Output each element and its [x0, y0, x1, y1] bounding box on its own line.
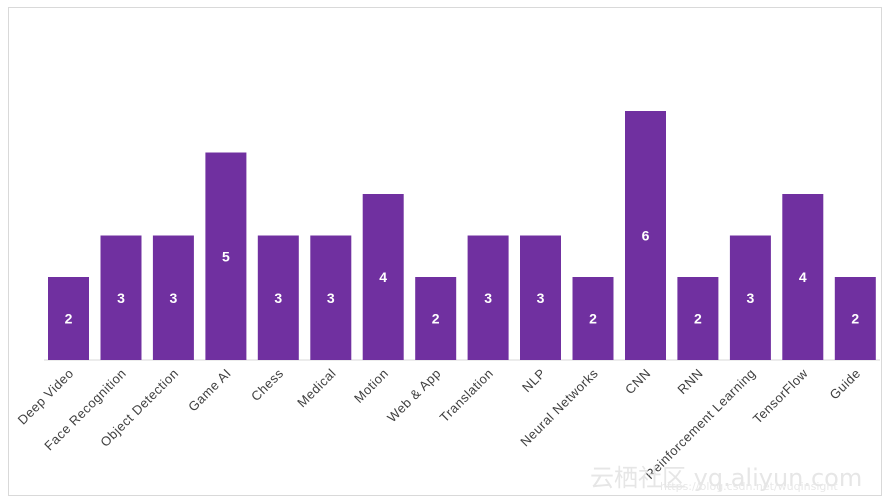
x-tick-label: Motion — [351, 366, 391, 406]
bar-4 — [257, 235, 299, 360]
bar-value-label: 3 — [274, 290, 282, 306]
x-tick-label: Translation — [437, 366, 497, 426]
bar-6 — [362, 194, 404, 360]
bar-8 — [467, 235, 509, 360]
bar-value-label: 6 — [642, 228, 650, 244]
bar-value-label: 3 — [170, 290, 178, 306]
bar-12 — [677, 277, 719, 360]
chart-frame — [8, 7, 882, 496]
bar-3 — [205, 152, 247, 360]
x-tick-label: Guide — [827, 366, 864, 403]
bar-9 — [520, 235, 561, 360]
bar-5 — [310, 235, 352, 360]
bar-7 — [415, 277, 457, 360]
bar-14 — [782, 194, 824, 360]
bar-value-label: 2 — [851, 311, 859, 327]
bar-value-label: 4 — [799, 269, 807, 285]
bar-15 — [834, 277, 876, 360]
bars-layer: 2 3 3 5 3 3 4 2 3 3 2 6 2 3 4 2 — [48, 111, 876, 360]
x-tick-label: NLP — [519, 366, 549, 396]
bar-value-label: 2 — [589, 311, 597, 327]
x-tick-label: Chess — [248, 366, 286, 404]
bar-value-label: 3 — [484, 290, 492, 306]
watermark-text: 云栖社区 yq.aliyun.com — [590, 464, 863, 492]
bar-11 — [625, 111, 666, 360]
x-tick-label: CNN — [622, 366, 654, 398]
bar-value-label: 4 — [379, 269, 387, 285]
bar-0 — [48, 277, 89, 360]
bar-value-label: 3 — [537, 290, 545, 306]
bar-value-label: 2 — [65, 311, 73, 327]
bar-value-label: 3 — [117, 290, 125, 306]
bar-2 — [152, 235, 194, 360]
bar-value-label: 2 — [694, 311, 702, 327]
x-tick-label: TensorFlow — [750, 365, 811, 426]
bar-value-label: 3 — [327, 290, 335, 306]
x-tick-label: RNN — [674, 366, 706, 398]
x-tick-label: Web & App — [384, 366, 444, 426]
x-tick-label: Game AI — [185, 366, 234, 415]
bar-1 — [100, 235, 142, 360]
x-tick-label: Medical — [294, 366, 339, 411]
watermark-subtext: https://blog.csdn.net/wuqinsight — [660, 480, 838, 493]
bar-value-label: 3 — [747, 290, 755, 306]
bar-10 — [572, 277, 614, 360]
bar-value-label: 5 — [222, 248, 230, 264]
bar-value-label: 2 — [432, 311, 440, 327]
bar-13 — [729, 235, 771, 360]
